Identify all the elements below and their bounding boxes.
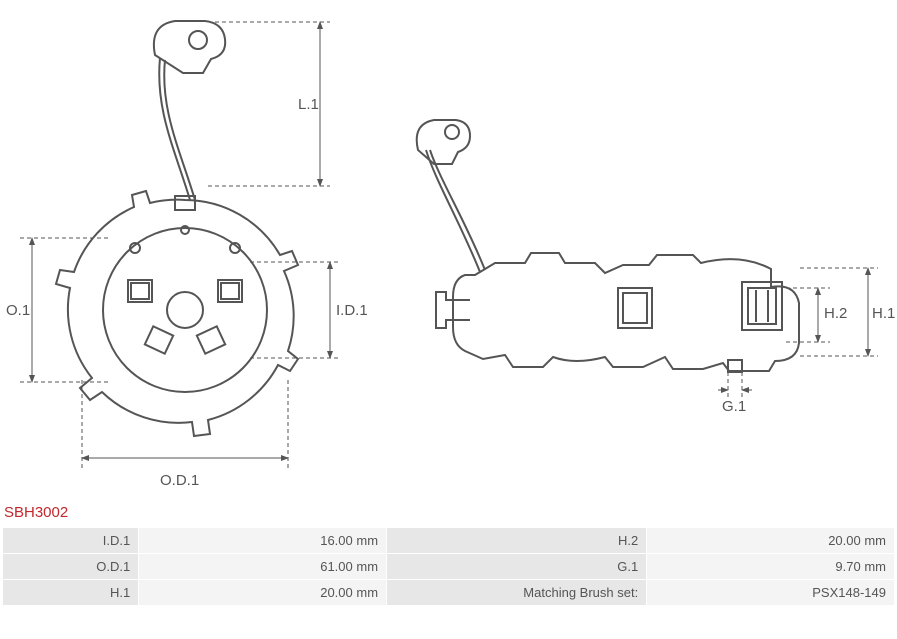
table-row: I.D.1 16.00 mm H.2 20.00 mm: [3, 528, 895, 554]
technical-drawing: L.1 I.D.1 O.1 O.D.1 H.2 H.1 G.1: [0, 0, 897, 500]
diagram-svg: [0, 0, 897, 500]
part-number: SBH3002: [0, 500, 897, 527]
dim-label-od1: O.D.1: [160, 472, 199, 489]
dim-label-l1: L.1: [298, 96, 319, 113]
table-row: H.1 20.00 mm Matching Brush set: PSX148-…: [3, 580, 895, 606]
spec-value-match: PSX148-149: [647, 580, 895, 606]
spec-label-id1: I.D.1: [3, 528, 139, 554]
spec-value-id1: 16.00 mm: [139, 528, 387, 554]
dim-label-g1: G.1: [722, 398, 746, 415]
dim-label-h1r: H.1: [872, 305, 895, 322]
dim-label-h2: H.2: [824, 305, 847, 322]
spec-label-match: Matching Brush set:: [387, 580, 647, 606]
spec-label-h2: H.2: [387, 528, 647, 554]
spec-value-od1: 61.00 mm: [139, 554, 387, 580]
spec-value-h2: 20.00 mm: [647, 528, 895, 554]
spec-label-g1: G.1: [387, 554, 647, 580]
dim-label-o1: O.1: [6, 302, 30, 319]
spec-table: I.D.1 16.00 mm H.2 20.00 mm O.D.1 61.00 …: [2, 527, 895, 606]
dim-label-id1: I.D.1: [336, 302, 368, 319]
spec-label-od1: O.D.1: [3, 554, 139, 580]
spec-value-g1: 9.70 mm: [647, 554, 895, 580]
spec-label-h1: H.1: [3, 580, 139, 606]
table-row: O.D.1 61.00 mm G.1 9.70 mm: [3, 554, 895, 580]
spec-value-h1: 20.00 mm: [139, 580, 387, 606]
